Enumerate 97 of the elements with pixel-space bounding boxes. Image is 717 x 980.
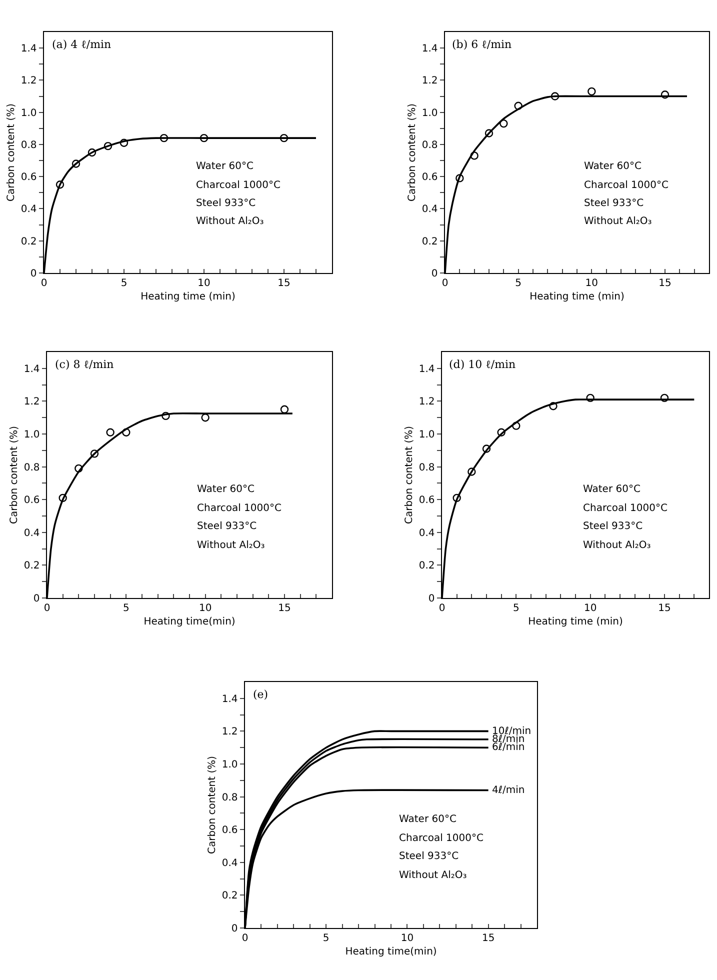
- annotation: Charcoal 1000°C: [584, 180, 668, 191]
- annotation: Steel 933°C: [399, 851, 459, 862]
- x-tick-label: 5: [512, 603, 520, 614]
- y-tick-label: 1.0: [222, 760, 238, 770]
- y-tick-label: 0: [431, 268, 438, 280]
- y-tick-label: 1.4: [222, 694, 238, 705]
- annotation: Charcoal 1000°C: [399, 833, 484, 844]
- y-tick-label: 0.8: [24, 462, 40, 474]
- y-tick-label: 1.0: [20, 108, 37, 119]
- annotation: Water 60°C: [197, 484, 254, 495]
- y-tick-label: 0.4: [24, 528, 40, 539]
- x-axis-title: Heating time (min): [140, 292, 236, 303]
- y-tick-label: 0.2: [24, 560, 40, 572]
- y-axis-title: Carbon content (%): [404, 426, 415, 524]
- x-tick-label: 15: [482, 933, 495, 944]
- x-tick-label: 0: [442, 278, 448, 290]
- annotation: Without Al₂O₃: [197, 540, 265, 551]
- y-tick-label: 1.2: [422, 76, 438, 87]
- y-tick-label: 1.2: [24, 396, 40, 408]
- annotation: Steel 933°C: [584, 198, 644, 209]
- x-axis-title: Heating time (min): [530, 292, 624, 303]
- y-tick-label: 0.2: [222, 890, 238, 902]
- y-tick-label: 1.0: [422, 108, 438, 119]
- y-tick-label: 1.4: [418, 364, 435, 375]
- text: (e): [253, 688, 268, 701]
- y-tick-label: 1.4: [24, 364, 40, 375]
- y-tick-label: 0.8: [418, 462, 435, 474]
- y-tick-label: 0.6: [24, 495, 40, 506]
- y-tick-label: 0.2: [422, 236, 438, 248]
- x-tick-label: 0: [40, 278, 48, 290]
- x-tick-label: 15: [658, 278, 672, 290]
- x-tick-label: 15: [658, 603, 671, 614]
- text: (a) 4 ℓ/min: [52, 38, 112, 51]
- y-tick-label: 0.6: [418, 495, 435, 506]
- y-tick-label: 0: [428, 594, 435, 604]
- y-tick-label: 1.0: [24, 430, 40, 440]
- annotation: Without Al₂O₃: [584, 216, 652, 227]
- y-tick-label: 1.2: [222, 726, 238, 738]
- y-tick-label: 0.8: [222, 792, 238, 804]
- y-tick-label: 0.4: [418, 528, 435, 539]
- annotation: Without Al₂O₃: [583, 540, 651, 551]
- y-tick-label: 0.8: [422, 140, 438, 151]
- annotation: Charcoal 1000°C: [196, 180, 280, 191]
- x-tick-label: 10: [198, 278, 210, 290]
- y-tick-label: 0.6: [20, 172, 37, 184]
- y-axis-title: Carbon content (%): [206, 756, 218, 854]
- x-tick-label: 10: [585, 278, 598, 290]
- annotation: Water 60°C: [583, 484, 640, 495]
- annotation: Water 60°C: [196, 161, 254, 172]
- y-tick-label: 1.2: [20, 76, 37, 87]
- x-tick-label: 10: [584, 603, 597, 614]
- text: (c) 8 ℓ/min: [55, 358, 114, 371]
- x-tick-label: 0: [44, 603, 50, 614]
- x-tick-label: 10: [198, 603, 212, 614]
- y-tick-label: 1.4: [422, 44, 438, 55]
- annotation: Water 60°C: [399, 814, 456, 825]
- x-tick-label: 15: [278, 278, 290, 290]
- y-axis-title: Carbon content (%): [406, 103, 418, 202]
- x-axis-title: Heating time(min): [144, 616, 236, 628]
- x-tick-label: 5: [322, 933, 330, 944]
- y-tick-label: 0: [33, 594, 40, 604]
- y-tick-label: 0.6: [222, 825, 238, 836]
- y-tick-label: 0: [231, 924, 238, 934]
- y-tick-label: 0.4: [20, 204, 37, 216]
- y-tick-label: 0: [30, 268, 37, 280]
- y-tick-label: 0.4: [422, 204, 438, 216]
- annotation: Steel 933°C: [196, 198, 256, 209]
- y-axis-title: Carbon content (%): [8, 426, 20, 524]
- y-tick-label: 1.2: [418, 396, 435, 408]
- y-tick-label: 0.8: [20, 140, 37, 151]
- x-tick-label: 15: [278, 603, 291, 614]
- x-tick-label: 0: [438, 603, 446, 614]
- x-tick-label: 10: [400, 933, 414, 944]
- series-label: 6ℓ/min: [492, 742, 525, 753]
- annotation: Charcoal 1000°C: [583, 503, 668, 514]
- y-tick-label: 0.2: [20, 236, 37, 248]
- annotation: Steel 933°C: [197, 521, 257, 532]
- annotation: Without Al₂O₃: [399, 870, 467, 881]
- annotation: Steel 933°C: [583, 521, 643, 532]
- x-tick-label: 5: [122, 603, 130, 614]
- x-tick-label: 0: [242, 933, 248, 944]
- y-tick-label: 1.4: [20, 44, 37, 55]
- annotation: Charcoal 1000°C: [197, 503, 282, 514]
- annotation: Without Al₂O₃: [196, 216, 264, 227]
- annotation: Water 60°C: [584, 161, 642, 172]
- y-tick-label: 0.2: [418, 560, 435, 572]
- x-tick-label: 5: [515, 278, 522, 290]
- text: (b) 6 ℓ/min: [452, 38, 512, 51]
- y-tick-label: 1.0: [418, 430, 435, 440]
- y-tick-label: 0.4: [222, 858, 238, 869]
- text: (d) 10 ℓ/min: [449, 358, 516, 371]
- y-axis-title: Carbon content (%): [6, 103, 17, 202]
- series-label: 4ℓ/min: [492, 785, 525, 796]
- x-axis-title: Heating time(min): [345, 946, 437, 958]
- x-axis-title: Heating time (min): [528, 616, 623, 628]
- y-tick-label: 0.6: [422, 172, 438, 184]
- x-tick-label: 5: [120, 278, 128, 290]
